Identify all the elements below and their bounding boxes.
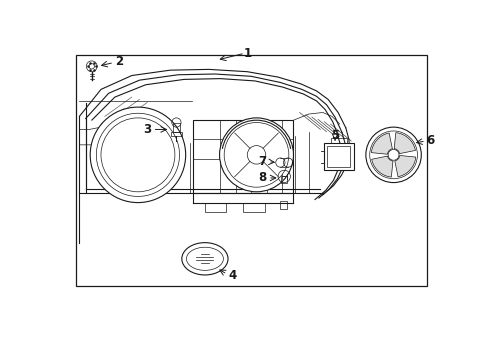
Text: 1: 1 xyxy=(243,47,251,60)
Bar xyxy=(324,143,354,170)
Polygon shape xyxy=(394,132,416,154)
Text: 3: 3 xyxy=(143,123,151,136)
Text: 4: 4 xyxy=(228,269,236,282)
Bar xyxy=(205,203,226,212)
Circle shape xyxy=(90,107,186,203)
Text: 2: 2 xyxy=(115,55,123,68)
Bar xyxy=(244,203,265,212)
Text: 7: 7 xyxy=(258,154,267,167)
Text: 5: 5 xyxy=(331,129,339,142)
Bar xyxy=(194,120,294,193)
Bar xyxy=(76,55,427,286)
Circle shape xyxy=(388,149,399,160)
Ellipse shape xyxy=(182,243,228,275)
Bar xyxy=(171,132,182,136)
Polygon shape xyxy=(395,156,416,177)
Bar xyxy=(331,138,346,143)
Text: 6: 6 xyxy=(427,134,435,147)
Polygon shape xyxy=(371,133,392,154)
Bar xyxy=(327,147,350,167)
Circle shape xyxy=(366,127,421,183)
Polygon shape xyxy=(372,156,393,177)
Circle shape xyxy=(220,118,294,192)
Bar xyxy=(281,176,287,183)
Bar xyxy=(172,122,180,132)
Bar xyxy=(280,201,287,209)
Text: 8: 8 xyxy=(258,171,267,184)
